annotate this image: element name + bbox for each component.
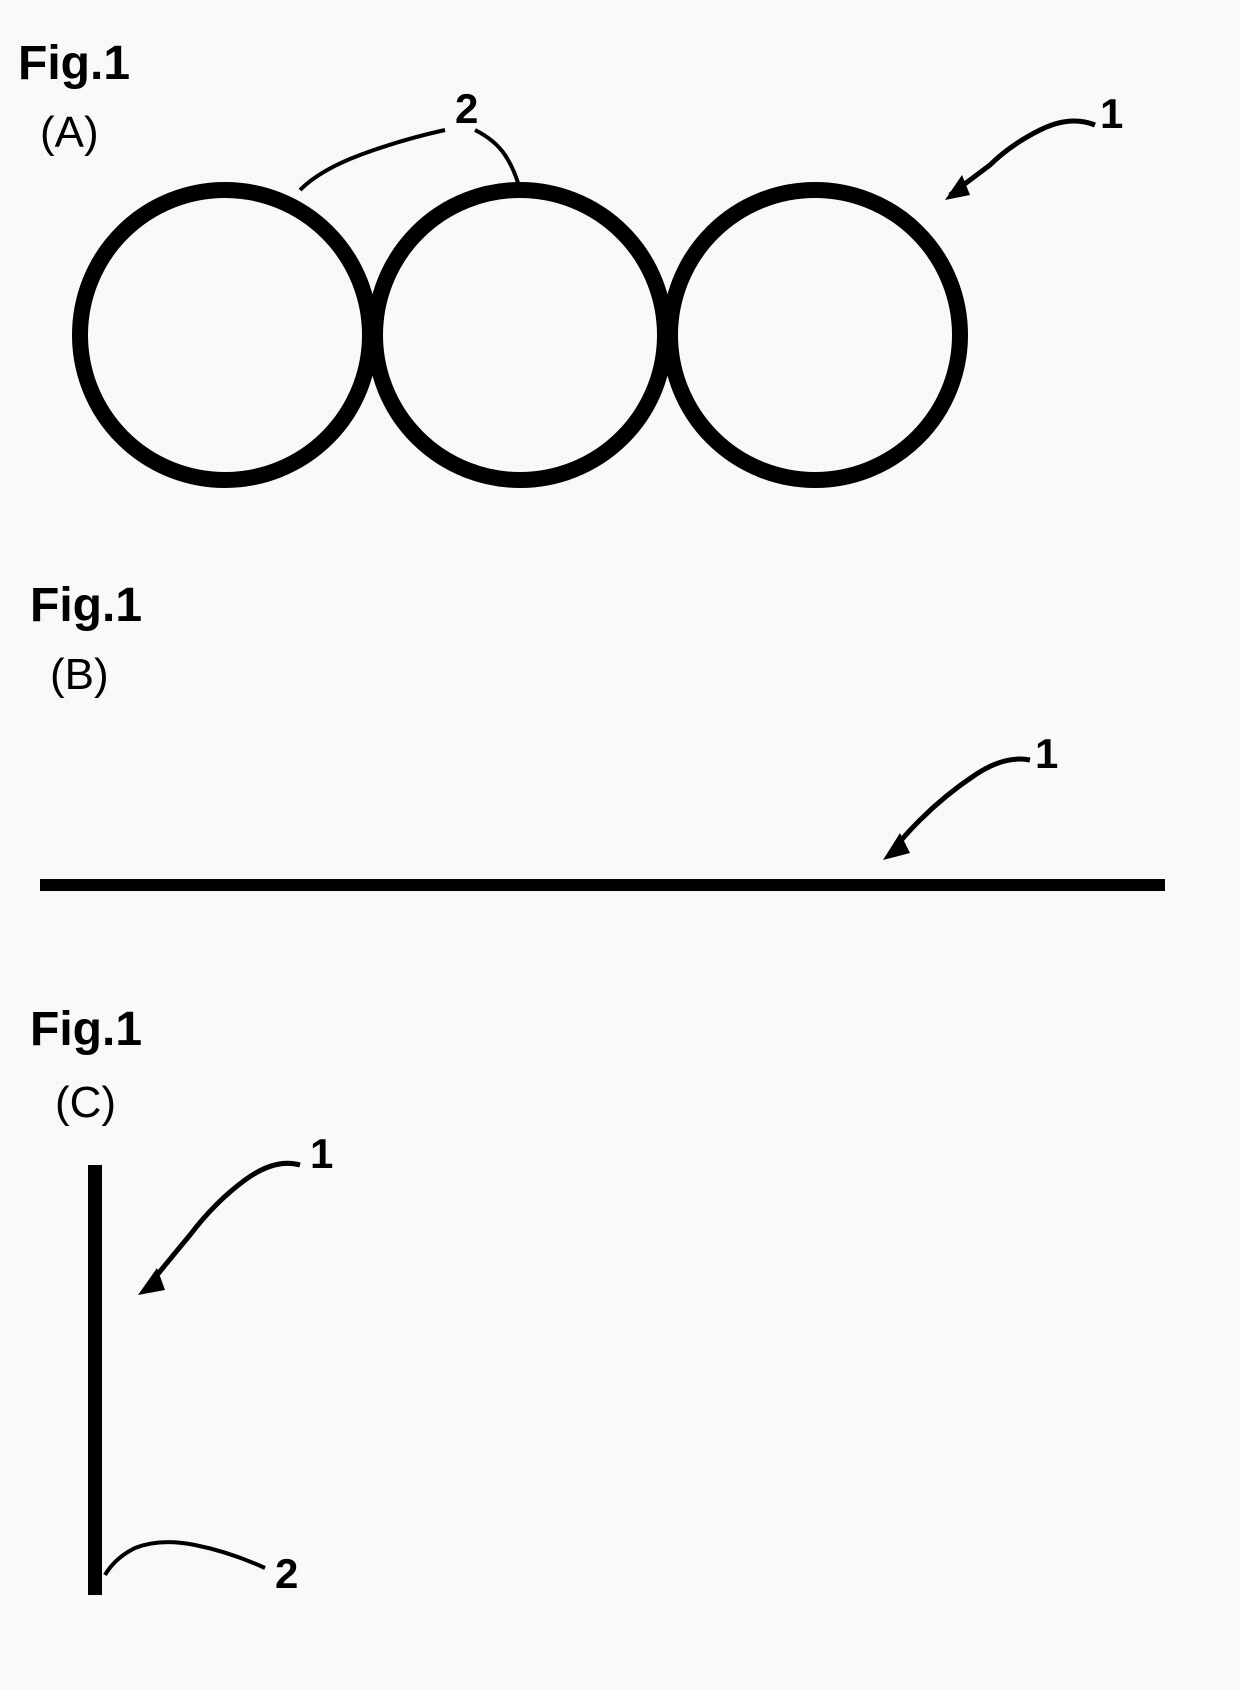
circle-2 <box>375 190 665 480</box>
leader-2-right <box>475 130 520 190</box>
leader-2-c <box>105 1542 265 1575</box>
circle-3 <box>670 190 960 480</box>
circle-1 <box>80 190 370 480</box>
panel-b-svg <box>0 560 1240 960</box>
leader-2-left <box>300 130 445 190</box>
panel-a-svg <box>0 0 1240 550</box>
arrow-1-c <box>145 1163 300 1290</box>
arrow-1-b <box>890 759 1030 855</box>
arrowhead-1-a <box>945 175 970 200</box>
panel-c-svg <box>0 990 1240 1690</box>
arrow-1-a <box>950 121 1095 195</box>
